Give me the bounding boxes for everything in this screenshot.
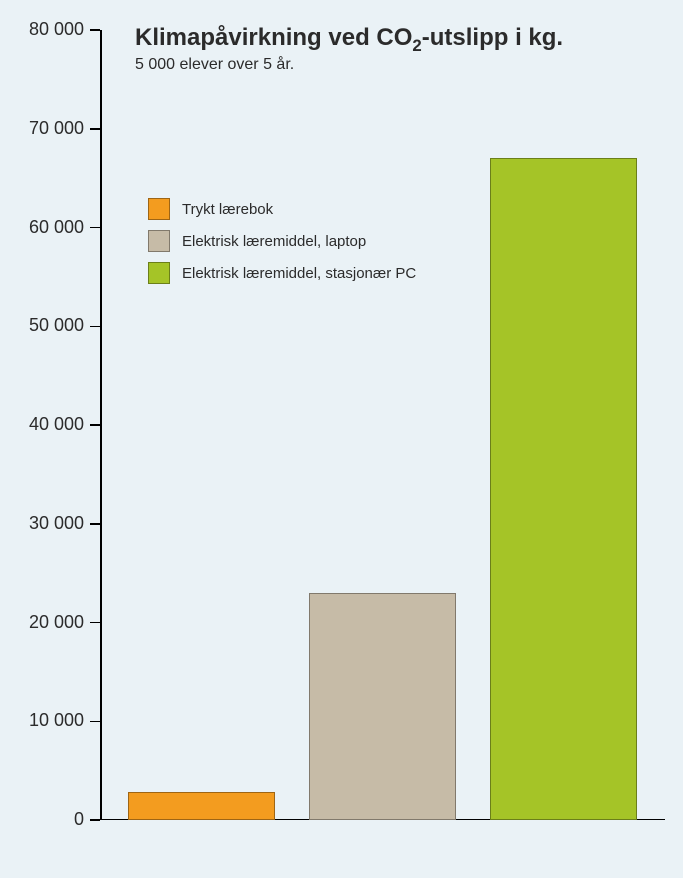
y-axis-label: 0 [4, 809, 84, 830]
y-axis-label: 80 000 [4, 19, 84, 40]
bar-1 [309, 593, 456, 820]
legend-item-1: Elektrisk læremiddel, laptop [148, 230, 416, 252]
chart-title: Klimapåvirkning ved CO2-utslipp i kg. [135, 24, 563, 56]
y-axis-tick [90, 424, 100, 426]
y-axis-label: 40 000 [4, 414, 84, 435]
y-axis-label: 20 000 [4, 612, 84, 633]
y-axis-tick [90, 326, 100, 328]
chart-title-subscript: 2 [412, 36, 421, 55]
legend-label-1: Elektrisk læremiddel, laptop [182, 233, 366, 250]
y-axis-label: 30 000 [4, 513, 84, 534]
y-axis-tick [90, 128, 100, 130]
bar-0 [128, 792, 275, 820]
legend-label-0: Trykt lærebok [182, 201, 273, 218]
y-axis-label: 10 000 [4, 710, 84, 731]
legend-label-2: Elektrisk læremiddel, stasjonær PC [182, 265, 416, 282]
y-axis-label: 50 000 [4, 315, 84, 336]
chart-container: Klimapåvirkning ved CO2-utslipp i kg. 5 … [0, 0, 683, 878]
chart-legend: Trykt lærebok Elektrisk læremiddel, lapto… [148, 198, 416, 294]
legend-swatch-2 [148, 262, 170, 284]
legend-swatch-0 [148, 198, 170, 220]
legend-swatch-1 [148, 230, 170, 252]
y-axis-tick [90, 29, 100, 31]
y-axis-tick [90, 622, 100, 624]
y-axis-line [100, 30, 102, 820]
chart-title-suffix: -utslipp i kg. [422, 24, 563, 51]
y-axis-tick [90, 523, 100, 525]
y-axis-tick [90, 227, 100, 229]
y-axis-label: 70 000 [4, 118, 84, 139]
y-axis-label: 60 000 [4, 217, 84, 238]
bar-2 [490, 158, 637, 820]
chart-subtitle: 5 000 elever over 5 år. [135, 56, 294, 74]
y-axis-tick [90, 721, 100, 723]
y-axis-tick [90, 819, 100, 821]
legend-item-2: Elektrisk læremiddel, stasjonær PC [148, 262, 416, 284]
chart-title-prefix: Klimapåvirkning ved CO [135, 24, 412, 51]
legend-item-0: Trykt lærebok [148, 198, 416, 220]
